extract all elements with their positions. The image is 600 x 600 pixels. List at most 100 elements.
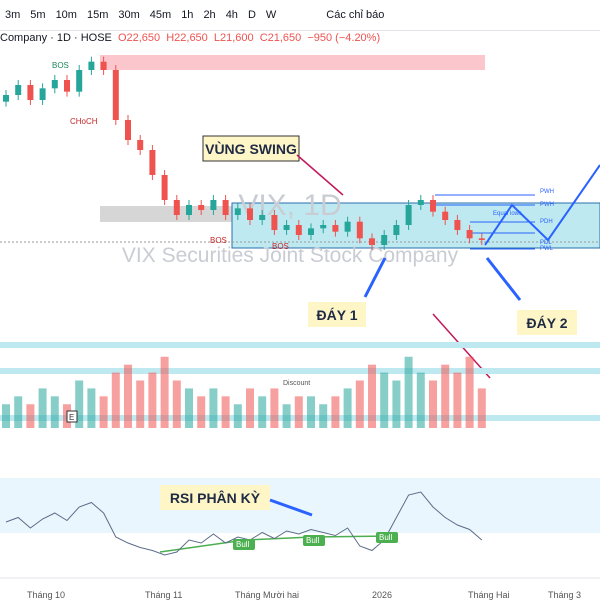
chart-label: BOS [272, 242, 289, 251]
candle-body [283, 225, 290, 230]
ohlc: C21,650 [259, 32, 302, 44]
arrow [485, 257, 522, 301]
interval-button[interactable]: 4h [225, 9, 238, 21]
chart-label: Tháng 3 [548, 590, 581, 600]
chart-label: Bull [379, 533, 393, 542]
candle-body [442, 211, 449, 220]
interval-button[interactable]: W [265, 9, 277, 21]
indicators-button[interactable]: Các chỉ báo [326, 9, 385, 21]
arrow [296, 154, 344, 196]
volume-bar [404, 356, 413, 428]
chart-label: BOS [52, 61, 69, 70]
chart-label: PDL [540, 240, 552, 246]
candle-body [198, 205, 205, 210]
volume-bar [416, 372, 425, 428]
volume-bar [294, 396, 303, 428]
symbol: Company · 1D · HOSE [0, 32, 112, 44]
volume-bar [2, 404, 10, 428]
watermark: VIX Securities Joint Stock Company [122, 244, 459, 267]
chart-label: Tháng Mười hai [235, 590, 299, 600]
ohlc: H22,650 [166, 32, 208, 44]
interval-button[interactable]: 5m [30, 9, 46, 21]
volume-bar [75, 380, 84, 428]
candle-body [39, 88, 46, 100]
volume-bar [87, 388, 96, 428]
level-lines [435, 194, 535, 250]
candle-body [222, 200, 229, 215]
candle-body [27, 85, 34, 100]
candle-body [332, 225, 339, 232]
interval-button[interactable]: 30m [118, 9, 140, 21]
candle-body [320, 225, 327, 229]
watermark: VIX, 1D [238, 189, 341, 222]
volume-bar [392, 380, 401, 428]
candle-body [3, 95, 9, 102]
candle-body [210, 200, 217, 210]
volume-bar [477, 388, 486, 428]
interval-button[interactable]: 10m [55, 9, 77, 21]
chart-label: PDH [540, 219, 553, 225]
rsi-line [5, 491, 483, 556]
candle-body [454, 220, 461, 230]
interval-button[interactable]: 1h [181, 9, 194, 21]
symbol-header: Company · 1D · HOSE O22,650 H22,650 L21,… [0, 32, 380, 44]
candle-body [295, 225, 302, 235]
label: VÙNG SWING [205, 140, 297, 157]
zone [0, 342, 600, 348]
chart-label: E [69, 413, 74, 422]
volume-bar [246, 388, 254, 428]
volume-bar [50, 396, 59, 428]
chart-label: 2026 [372, 590, 392, 600]
candle-body [393, 225, 400, 235]
chart-label: CHoCH [70, 117, 98, 126]
interval-button[interactable]: 3m [5, 9, 21, 21]
volume-bar [160, 356, 169, 428]
volume-bar [355, 380, 364, 428]
rsi-band [0, 478, 600, 533]
candle-body [76, 70, 83, 92]
interval-button[interactable]: D [247, 9, 256, 21]
candle-body [173, 200, 180, 215]
chart-label: Tháng Hai [468, 590, 510, 600]
candle-body [271, 215, 278, 230]
volume-bar [368, 364, 376, 428]
candle-body [137, 140, 144, 150]
interval-button[interactable]: 2h [203, 9, 216, 21]
candle-body [308, 228, 314, 235]
chart-label: BOS [210, 236, 227, 245]
annotation: ĐÁY 1 [308, 302, 366, 327]
volume-bar [136, 380, 145, 428]
volume-bar [99, 396, 108, 428]
candle-body [430, 200, 436, 212]
candle-body [112, 70, 119, 120]
ohlc: L21,600 [213, 32, 254, 44]
chart-label: Discount [283, 380, 310, 387]
interval-button[interactable]: 15m [86, 9, 109, 21]
toolbar: 3m 5m 10m 15m 30m 45m 1h 2h 4h D W Các chỉ báo [0, 0, 600, 31]
candle-body [15, 85, 22, 95]
candle-body [405, 205, 412, 225]
chart-label: Equal lows [493, 211, 522, 217]
annotation: VÙNG SWING [202, 135, 300, 162]
bull-tag [376, 532, 398, 543]
candle-body [186, 205, 192, 215]
volume-bar [258, 396, 267, 428]
candle-body [161, 175, 168, 200]
interval-button[interactable]: 45m [149, 9, 172, 21]
chart-label: PWH [540, 189, 554, 195]
marker-box [66, 410, 78, 423]
volume-bar [124, 364, 132, 428]
volume-bar [221, 396, 230, 428]
zone [0, 368, 600, 374]
candle-body [381, 235, 388, 245]
chart-label: Tháng 11 [145, 590, 182, 600]
volume-bar [233, 404, 242, 428]
volume-bar [209, 388, 218, 428]
change: −950 (−4.20%) [307, 32, 381, 44]
supply-zone [100, 55, 485, 70]
label: RSI PHÂN KỲ [170, 489, 261, 506]
volume-bar [453, 372, 462, 428]
projection [484, 164, 600, 246]
bull-tag [233, 539, 255, 550]
chart-label: Bull [306, 536, 320, 545]
